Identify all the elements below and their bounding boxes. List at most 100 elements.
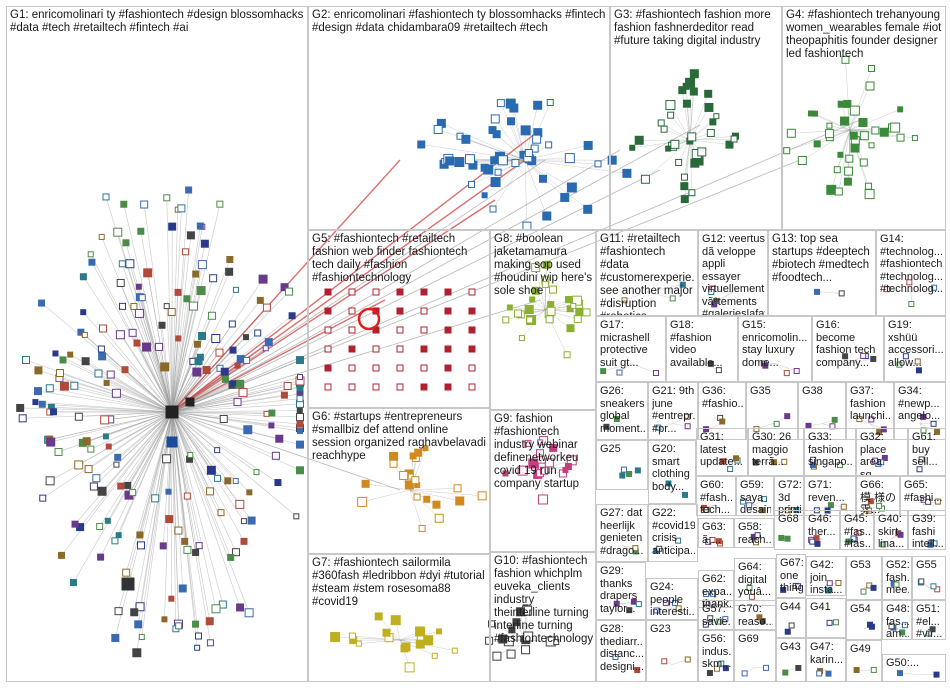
graph-edge	[603, 363, 632, 372]
graph-node	[88, 258, 96, 266]
group-label: G63: ã¡...	[702, 521, 726, 546]
graph-node	[243, 356, 251, 364]
graph-node	[138, 294, 146, 302]
graph-node	[868, 416, 875, 423]
graph-edge	[491, 623, 526, 641]
graph-node	[38, 299, 46, 307]
graph-node	[881, 454, 888, 461]
graph-node	[215, 348, 224, 357]
graph-node	[92, 474, 101, 483]
graph-edge	[133, 306, 173, 413]
group-label: G47: karin...	[810, 641, 843, 666]
graph-edge	[821, 291, 842, 294]
graph-node	[69, 579, 77, 587]
graph-edge	[88, 411, 173, 470]
graph-node	[795, 665, 802, 672]
graph-edge	[37, 390, 173, 413]
graph-node	[797, 156, 807, 166]
group-label: G50:...	[886, 657, 920, 669]
graph-edge	[171, 411, 241, 608]
group-label: G60: #fash... tech...	[700, 479, 733, 516]
graph-node	[933, 671, 940, 678]
graph-node	[733, 455, 740, 462]
group-box-g55: G55	[912, 556, 946, 600]
graph-node	[214, 447, 221, 454]
graph-edge	[171, 189, 189, 413]
graph-node	[409, 452, 417, 460]
graph-node	[163, 194, 171, 202]
graph-edge	[83, 276, 173, 413]
graph-node	[761, 496, 768, 503]
group-label: G72: 3d printin...	[778, 479, 801, 516]
graph-node	[850, 143, 860, 153]
graph-node	[626, 470, 633, 477]
graph-edge	[465, 139, 526, 161]
graph-node	[197, 260, 207, 270]
graph-node	[151, 494, 160, 503]
graph-edge	[802, 129, 851, 161]
graph-node	[434, 513, 444, 523]
graph-node	[274, 479, 282, 487]
graph-node	[622, 168, 632, 178]
graph-edge	[837, 129, 851, 170]
graph-node	[511, 159, 520, 168]
group-label: G53	[850, 559, 871, 571]
graph-node	[703, 591, 710, 598]
graph-node	[135, 602, 145, 612]
graph-node	[221, 375, 229, 383]
group-box-g58: G58: reach...	[734, 518, 774, 548]
graph-node	[665, 480, 672, 487]
graph-edge	[670, 115, 691, 141]
graph-node	[258, 274, 268, 284]
graph-node	[528, 458, 539, 469]
group-box-g29: G29: thanks drapers taylor...	[596, 562, 646, 620]
graph-node	[826, 580, 833, 587]
graph-edge	[114, 411, 173, 541]
graph-node	[832, 619, 839, 626]
graph-node	[704, 89, 713, 98]
graph-edge	[505, 309, 546, 321]
graph-node	[79, 273, 87, 281]
group-label: G21: 9th june #entrepr... #pr...	[652, 385, 695, 435]
graph-node	[859, 131, 869, 141]
graph-node	[229, 346, 237, 354]
graph-node	[34, 387, 43, 396]
graph-node	[660, 125, 668, 133]
graph-node	[709, 118, 717, 126]
graph-node	[845, 538, 852, 545]
group-box-g60: G60: #fash... tech...	[696, 476, 736, 516]
graph-node	[564, 153, 575, 164]
graph-node	[348, 288, 356, 296]
graph-node	[825, 129, 835, 139]
graph-edge	[171, 411, 401, 491]
graph-node	[118, 260, 126, 268]
graph-node	[634, 666, 641, 673]
graph-node	[531, 263, 541, 273]
graph-edge	[51, 407, 173, 413]
graph-node	[687, 132, 697, 142]
graph-node	[453, 484, 462, 493]
graph-node	[168, 595, 175, 602]
graph-node	[111, 633, 120, 642]
graph-node	[725, 140, 734, 149]
graph-edge	[171, 411, 237, 553]
graph-node	[897, 531, 904, 538]
graph-node	[128, 328, 137, 337]
graph-node	[893, 581, 900, 588]
graph-node	[124, 481, 132, 489]
graph-node	[129, 489, 137, 497]
graph-node	[117, 482, 125, 490]
graph-node	[856, 416, 863, 423]
group-label: G2: enricomolinari #fashiontech ty bloss…	[312, 9, 606, 34]
group-label: G16: become fashion tech company...	[816, 319, 876, 369]
graph-node	[672, 599, 679, 606]
graph-node	[111, 388, 121, 398]
graph-node	[296, 466, 304, 475]
graph-edge	[409, 488, 458, 491]
graph-edge	[49, 411, 173, 440]
group-box-g17: G17: micrashell protective suit gt...	[596, 316, 666, 382]
graph-node	[524, 439, 532, 447]
graph-node	[455, 496, 465, 506]
group-box-g47: G47: karin...	[806, 638, 846, 682]
graph-node	[911, 135, 918, 142]
